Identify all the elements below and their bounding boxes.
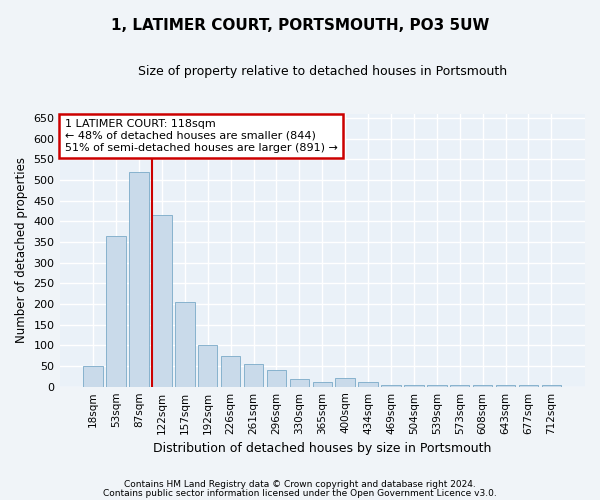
Title: Size of property relative to detached houses in Portsmouth: Size of property relative to detached ho… <box>138 65 507 78</box>
Bar <box>519 384 538 386</box>
Bar <box>152 215 172 386</box>
Bar <box>496 384 515 386</box>
Y-axis label: Number of detached properties: Number of detached properties <box>15 158 28 344</box>
Text: 1 LATIMER COURT: 118sqm
← 48% of detached houses are smaller (844)
51% of semi-d: 1 LATIMER COURT: 118sqm ← 48% of detache… <box>65 120 338 152</box>
Text: 1, LATIMER COURT, PORTSMOUTH, PO3 5UW: 1, LATIMER COURT, PORTSMOUTH, PO3 5UW <box>111 18 489 32</box>
Text: Contains HM Land Registry data © Crown copyright and database right 2024.: Contains HM Land Registry data © Crown c… <box>124 480 476 489</box>
Bar <box>358 382 378 386</box>
Bar <box>221 356 241 386</box>
Bar <box>473 384 493 386</box>
Bar <box>404 384 424 386</box>
Bar <box>290 379 309 386</box>
Bar <box>244 364 263 386</box>
Bar <box>313 382 332 386</box>
Bar <box>175 302 194 386</box>
Bar <box>267 370 286 386</box>
Bar <box>450 384 469 386</box>
Bar <box>335 378 355 386</box>
Bar <box>83 366 103 386</box>
X-axis label: Distribution of detached houses by size in Portsmouth: Distribution of detached houses by size … <box>153 442 491 455</box>
Bar <box>427 384 446 386</box>
Bar <box>106 236 126 386</box>
Bar <box>381 384 401 386</box>
Bar <box>198 346 217 387</box>
Bar <box>129 172 149 386</box>
Text: Contains public sector information licensed under the Open Government Licence v3: Contains public sector information licen… <box>103 488 497 498</box>
Bar <box>542 384 561 386</box>
